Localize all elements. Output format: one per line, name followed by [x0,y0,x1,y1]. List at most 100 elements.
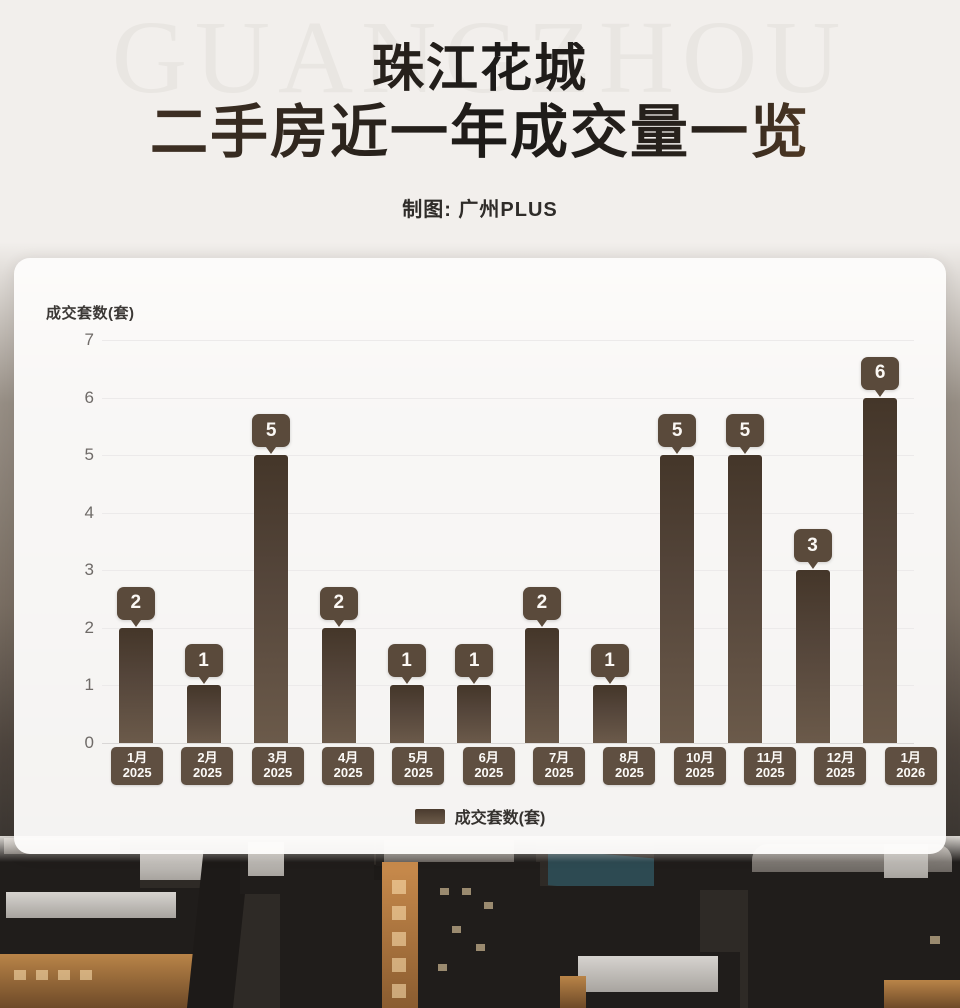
bar[interactable] [524,627,559,743]
x-label-year: 2025 [333,765,363,781]
bar-cell: 5 [643,340,711,743]
x-axis-labels: 1月 2025 2月 2025 3月 2025 4月 2025 5月 2025 6月 2025 7月 20… [102,747,946,791]
bar-cell: 1 [170,340,238,743]
bar[interactable] [457,685,492,743]
bar[interactable] [186,685,221,743]
bar-value-label: 1 [184,644,223,678]
bar-value-label: 5 [252,414,291,448]
bar-cell: 1 [576,340,644,743]
x-axis-cell: 7月 2025 [524,747,594,791]
x-label-month: 6月 [478,750,499,765]
x-axis-cell: 4月 2025 [313,747,383,791]
x-axis-cell: 8月 2025 [594,747,664,791]
bar[interactable] [795,570,830,743]
x-axis-tick-label: 12月 2025 [814,747,867,785]
gridline [102,397,914,399]
x-label-year: 2025 [544,765,574,781]
y-axis-tick-label: 0 [84,733,94,752]
x-axis-tick-label: 7月 2025 [533,747,586,785]
bar-value-label: 5 [725,414,764,448]
y-axis-title: 成交套数(套) [46,305,135,322]
x-label-year: 2025 [263,765,293,781]
gridline [102,570,914,572]
x-axis-cell: 3月 2025 [243,747,313,791]
x-label-month: 1月 [900,750,921,765]
x-label-month: 11月 [756,750,784,765]
x-label-year: 2025 [614,765,644,781]
x-label-year: 2025 [474,765,504,781]
bar-value-label: 1 [590,644,629,678]
x-axis-tick-label: 1月 2026 [884,747,937,785]
bar-cell: 5 [237,340,305,743]
x-label-month: 12月 [826,750,855,765]
bar[interactable] [592,685,627,743]
y-axis-tick-label: 4 [84,502,94,522]
bar-cell: 5 [711,340,779,743]
x-label-month: 2月 [197,750,218,765]
x-axis-cell: 1月 2025 [102,747,172,791]
x-axis-tick-label: 6月 2025 [462,747,515,785]
x-axis-cell: 11月 2025 [735,747,805,791]
x-axis-cell: 2月 2025 [172,747,242,791]
y-axis-tick-label: 7 [84,330,94,349]
title-block: 珠江花城 二手房近一年成交量一览 [0,41,960,165]
x-axis-tick-label: 1月 2025 [111,747,164,785]
credit-line: 制图: 广州PLUS [402,199,558,221]
watermark-text: GUANGZHOU [0,6,960,110]
bar-value-label: 5 [658,414,697,448]
x-label-month: 1月 [127,750,148,765]
gridline [102,685,914,687]
x-label-month: 4月 [338,750,359,765]
gridline [102,743,914,744]
header: GUANGZHOU 珠江花城 二手房近一年成交量一览 制图: 广州PLUS [0,0,960,258]
legend: 成交套数(套) [14,804,946,828]
gridline [102,340,914,341]
x-axis-tick-label: 4月 2025 [322,747,375,785]
bar[interactable] [321,627,356,743]
x-label-year: 2025 [193,765,222,781]
bar-cell: 6 [846,340,914,743]
y-axis-tick-label: 2 [84,617,94,637]
x-label-year: 2025 [755,765,785,781]
x-axis-tick-label: 11月 2025 [744,747,797,785]
bar-value-label: 1 [387,644,426,678]
x-axis-cell: 1月 2026 [876,747,946,791]
y-axis-tick-label: 6 [84,387,94,407]
page-title: 珠江花城 [0,41,960,98]
bar-cell: 3 [779,340,847,743]
y-axis-tick-label: 1 [84,675,94,695]
bar[interactable] [118,627,153,743]
bar[interactable] [863,397,898,743]
x-label-year: 2026 [896,765,926,781]
bar-cell: 2 [508,340,576,743]
gridline [102,455,914,457]
x-axis-cell: 5月 2025 [383,747,453,791]
y-axis-tick-label: 5 [84,445,94,465]
x-label-month: 3月 [267,750,288,765]
bar-value-label: 2 [522,586,561,620]
bar-cell: 1 [373,340,441,743]
x-label-month: 10月 [686,750,714,765]
x-label-year: 2025 [825,765,855,781]
x-axis-tick-label: 5月 2025 [392,747,445,785]
bar[interactable] [389,685,424,743]
bar-value-label: 1 [455,644,494,678]
bar[interactable] [727,455,762,743]
x-axis-tick-label: 3月 2025 [251,747,304,785]
y-axis-tick-label: 3 [84,560,94,580]
x-label-month: 8月 [619,750,640,765]
bar-cell: 1 [440,340,508,743]
x-label-month: 5月 [408,750,429,765]
bar[interactable] [254,455,289,743]
gridline [102,512,914,514]
bar-value-label: 2 [116,586,155,620]
bar-value-label: 6 [861,356,900,390]
legend-label: 成交套数(套) [454,810,546,827]
x-label-year: 2025 [122,765,152,781]
bar-value-label: 2 [319,586,358,620]
bar[interactable] [660,455,695,743]
x-axis-tick-label: 8月 2025 [603,747,656,785]
